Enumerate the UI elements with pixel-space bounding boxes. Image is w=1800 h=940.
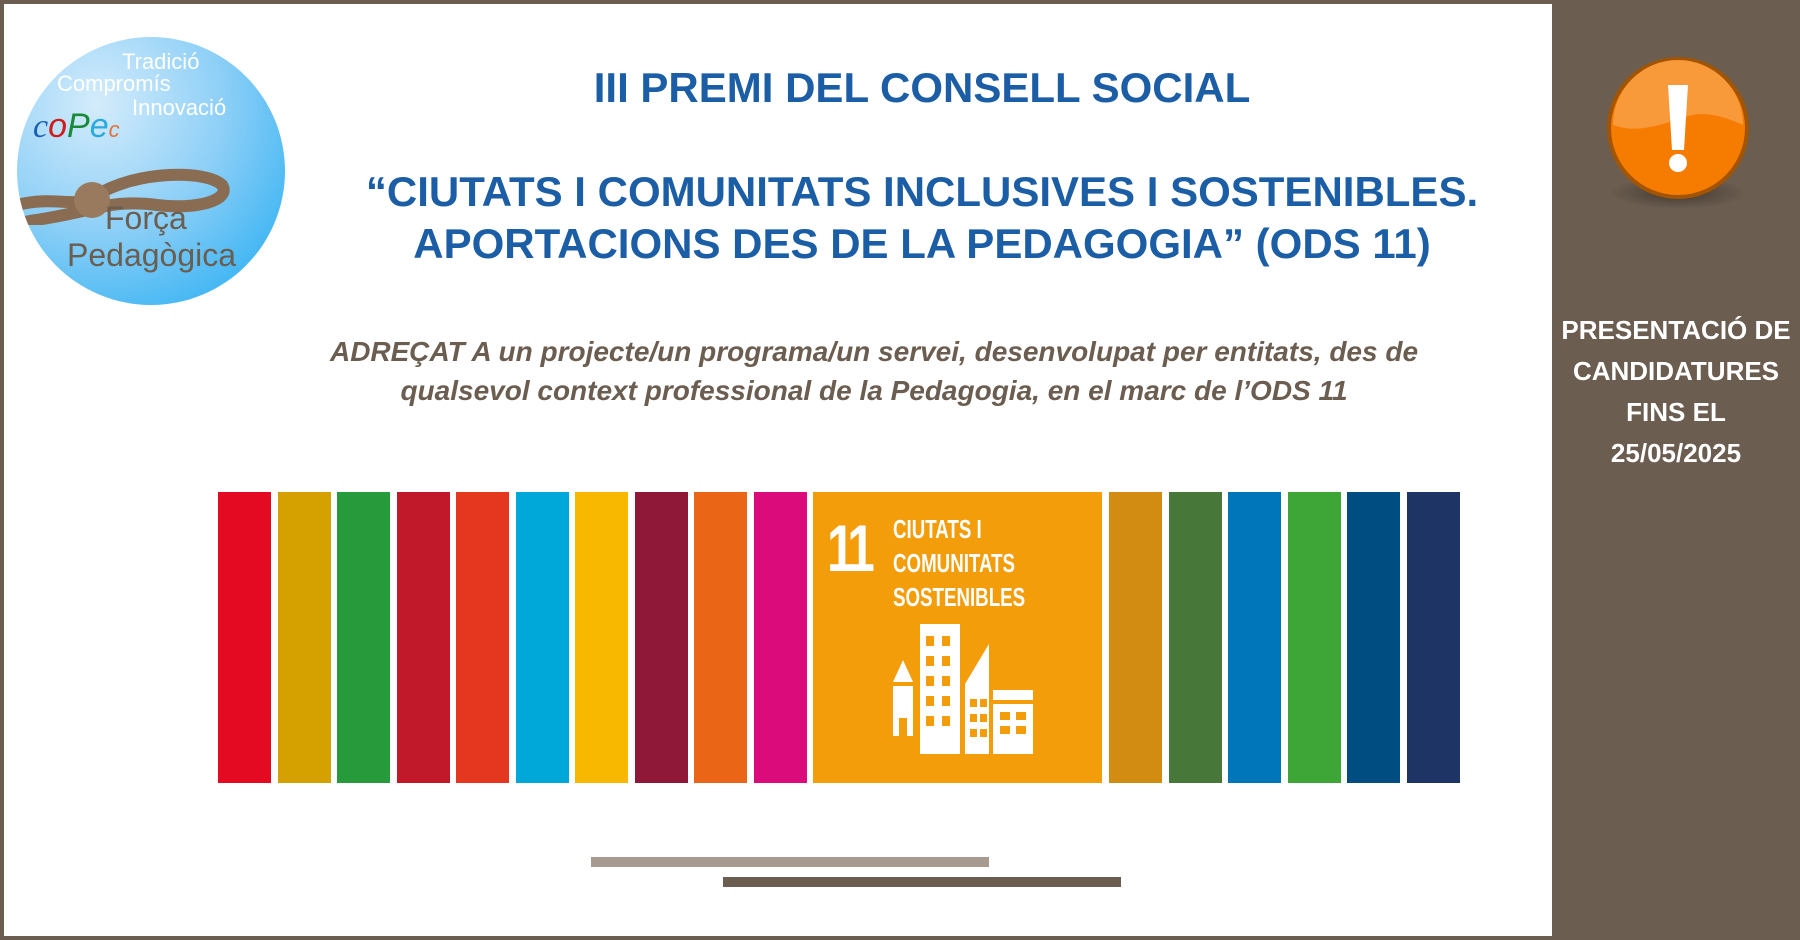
decorative-line	[723, 877, 1121, 887]
page-subtitle: “CIUTATS I COMUNITATS INCLUSIVES I SOSTE…	[304, 166, 1540, 270]
sdg-bar	[277, 492, 331, 783]
goal-title-line: COMUNITATS	[893, 548, 1016, 578]
sdg-bar	[753, 492, 807, 783]
logo-text: Tradició	[122, 49, 200, 74]
city-buildings-icon	[893, 624, 1033, 754]
page-title: III PREMI DEL CONSELL SOCIAL	[593, 64, 1251, 111]
description: ADREÇAT A un projecte/un programa/un ser…	[204, 332, 1544, 410]
deadline-date: 25/05/2025	[1610, 438, 1742, 468]
logo-text: Innovació	[132, 95, 227, 120]
sdg-goal-11-tile: 11 CIUTATS I COMUNITATS SOSTENIBLES	[813, 492, 1102, 783]
subtitle-line: APORTACIONS DES DE LA PEDAGOGIA” (ODS 11…	[413, 220, 1431, 267]
logo-text: Força	[105, 200, 187, 236]
sdg-bar	[1109, 492, 1162, 783]
subtitle-line: “CIUTATS I COMUNITATS INCLUSIVES I SOSTE…	[365, 168, 1479, 215]
decorative-line	[591, 857, 989, 867]
warning-icon	[1607, 57, 1749, 209]
goal-title: CIUTATS I COMUNITATS SOSTENIBLES	[893, 512, 1025, 614]
sdg-bar	[456, 492, 509, 783]
logo-text: Pedagògica	[67, 237, 237, 273]
description-line: ADREÇAT A un projecte/un programa/un ser…	[329, 336, 1419, 367]
deadline-line: FINS EL	[1626, 397, 1726, 427]
logo-text: Compromís	[57, 71, 171, 96]
sdg-bar	[337, 492, 390, 783]
goal-title-line: SOSTENIBLES	[893, 582, 1026, 612]
sdg-bar	[1168, 492, 1222, 783]
deadline-line: CANDIDATURES	[1572, 356, 1780, 386]
sdg-bar	[396, 492, 450, 783]
deadline-line: PRESENTACIÓ DE	[1561, 315, 1791, 345]
sdg-bar	[1347, 492, 1400, 783]
sdg-bar	[1228, 492, 1281, 783]
sdg-bar	[218, 492, 271, 783]
copec-logo: Tradició Compromís Innovació coPec Força…	[17, 37, 285, 305]
deadline-sidebar: PRESENTACIÓ DE CANDIDATURES FINS EL 25/0…	[1552, 0, 1800, 940]
sdg-bar	[1406, 492, 1460, 783]
goal-number: 11	[827, 511, 875, 585]
main-panel: Tradició Compromís Innovació coPec Força…	[4, 4, 1552, 936]
sdg-bar	[634, 492, 688, 783]
sdg-bar	[515, 492, 569, 783]
rope-knot-icon	[17, 168, 230, 225]
sdg-bar	[694, 492, 747, 783]
goal-title-line: CIUTATS I	[893, 514, 982, 544]
sdg-bar	[1287, 492, 1341, 783]
logo-brand: coPec	[33, 107, 120, 145]
deadline-text: PRESENTACIÓ DE CANDIDATURES FINS EL 25/0…	[1552, 310, 1800, 474]
sdg-bar	[575, 492, 628, 783]
description-line: qualsevol context professional de la Ped…	[400, 375, 1348, 406]
